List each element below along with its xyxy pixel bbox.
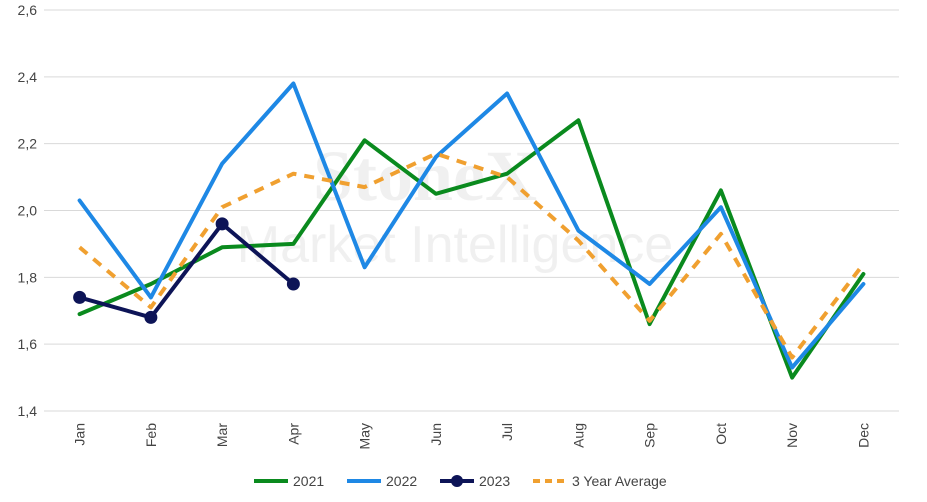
x-tick-label: May bbox=[357, 423, 373, 449]
y-tick-label: 1,6 bbox=[18, 336, 38, 352]
legend-label: 2023 bbox=[479, 473, 510, 489]
x-tick-label: Aug bbox=[570, 423, 586, 448]
x-tick-label: Feb bbox=[143, 423, 159, 447]
x-tick-label: Jul bbox=[499, 423, 515, 441]
data-point bbox=[144, 310, 158, 324]
legend-label: 3 Year Average bbox=[572, 473, 667, 489]
x-tick-label: Sep bbox=[642, 423, 658, 448]
legend-label: 2021 bbox=[293, 473, 324, 489]
data-point bbox=[73, 290, 87, 304]
y-tick-label: 2,6 bbox=[18, 2, 38, 18]
y-axis: 1,4 1,6 1,8 2,0 2,2 2,4 2,6 bbox=[18, 2, 38, 419]
x-axis: Jan Feb Mar Apr May Jun Jul Aug Sep Oct Nov Dec bbox=[72, 423, 872, 450]
x-tick-label: Jan bbox=[72, 423, 88, 446]
series-line bbox=[77, 81, 866, 370]
y-tick-label: 2,2 bbox=[18, 136, 38, 152]
x-tick-label: Dec bbox=[855, 423, 871, 448]
x-tick-label: Oct bbox=[713, 423, 729, 445]
y-tick-label: 2,0 bbox=[18, 203, 38, 219]
gridlines bbox=[44, 9, 899, 412]
legend: 2021 2022 2023 3 Year Average bbox=[254, 473, 667, 489]
watermark-tagline: Market Intelligence bbox=[237, 216, 673, 274]
y-tick-label: 1,8 bbox=[18, 269, 38, 285]
y-tick-label: 1,4 bbox=[18, 403, 38, 419]
series-line bbox=[77, 221, 296, 320]
series-group bbox=[73, 81, 866, 380]
y-tick-label: 2,4 bbox=[18, 69, 38, 85]
legend-marker bbox=[451, 475, 463, 487]
data-point bbox=[286, 277, 300, 291]
x-tick-label: Apr bbox=[285, 423, 301, 445]
x-tick-label: Jun bbox=[428, 423, 444, 446]
x-tick-label: Nov bbox=[784, 423, 800, 448]
data-point bbox=[215, 217, 229, 231]
x-tick-label: Mar bbox=[214, 423, 230, 447]
series-line bbox=[77, 118, 866, 380]
legend-label: 2022 bbox=[386, 473, 417, 489]
